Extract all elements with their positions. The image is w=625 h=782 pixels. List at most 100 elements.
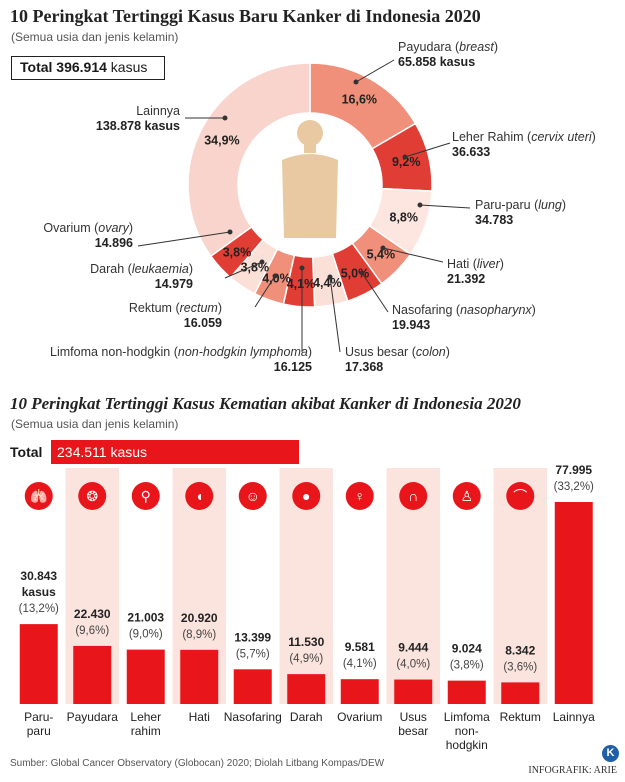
liver-icon-glyph: ◖	[195, 488, 203, 504]
top-title: 10 Peringkat Tertinggi Kasus Baru Kanker…	[10, 6, 481, 26]
bar-pct-label: (9,6%)	[75, 625, 109, 637]
bar-limfoma-non-hodgkin	[447, 680, 486, 704]
bottom-title: 10 Peringkat Tertinggi Kasus Kematian ak…	[10, 394, 521, 413]
bottom-subtitle: (Semua usia dan jenis kelamin)	[11, 417, 179, 431]
donut-pct-label: 8,8%	[390, 210, 419, 224]
donut-slice-lainnya	[187, 62, 311, 258]
bar-category-label: Ovarium	[337, 710, 382, 724]
breast-icon	[78, 482, 107, 510]
nasopharynx-icon-glyph: ☺	[246, 488, 260, 504]
bar-usus-besar	[394, 679, 433, 704]
leader-line	[329, 276, 341, 353]
donut-pct-label: 4,1%	[287, 277, 316, 291]
bar-category-label: Nasofaring	[224, 710, 282, 724]
bar-category-label: Usus	[400, 710, 427, 724]
credit: INFOGRAFIK: ARIE	[528, 765, 617, 776]
bar-leher-rahim	[126, 649, 165, 704]
bar-value-label: 9.444	[398, 641, 428, 655]
blood-icon	[292, 482, 321, 510]
leader-dot	[353, 79, 359, 85]
bar-category-label: Rektum	[500, 710, 541, 724]
bar-category-label: paru	[27, 724, 51, 738]
ovary-icon-glyph: ♀	[355, 488, 366, 504]
label-payudara: Payudara (breast) 65.858 kasus	[398, 40, 499, 69]
bar-ovarium	[340, 679, 379, 704]
bar-value-label: 30.843	[20, 569, 57, 583]
donut-pct-label: 4,0%	[262, 272, 291, 286]
label-hati: Hati (liver) 21.392	[447, 257, 504, 286]
bar-category-label: Paru-	[24, 710, 53, 724]
bar-category-label: besar	[398, 724, 428, 738]
label-leher-rahim: Leher Rahim (cervix uteri) 36.633	[452, 130, 596, 159]
bar-pct-label: (5,7%)	[236, 648, 270, 660]
leader-line	[355, 59, 395, 83]
bar-value-label: 22.430	[74, 607, 111, 621]
leader-line	[224, 261, 263, 279]
label-rektum: Rektum (rectum) 16.059	[128, 301, 222, 330]
bar-value-unit: kasus	[22, 585, 56, 599]
bar-payudara	[73, 645, 112, 704]
top-total-label: Total	[20, 59, 53, 75]
bar-pct-label: (9,0%)	[129, 629, 163, 641]
bar-category-label: Payudara	[67, 710, 119, 724]
bar-paru-paru	[19, 624, 58, 704]
nasopharynx-icon	[238, 482, 267, 510]
label-ovarium: Ovarium (ovary) 14.896	[43, 221, 133, 250]
bar-pct-label: (4,1%)	[343, 658, 377, 670]
bar-category-label: Hati	[189, 710, 210, 724]
donut-pct-label: 4,4%	[313, 276, 342, 290]
kompas-logo: K	[602, 745, 619, 762]
label-limfoma: Limfoma non-hodgkin (non-hodgkin lymphom…	[50, 345, 312, 374]
leader-dot	[227, 229, 233, 235]
bar-pct-label: (3,6%)	[503, 661, 537, 673]
bar-value-label: 77.995	[555, 463, 592, 477]
label-darah: Darah (leukaemia) 14.979	[90, 262, 193, 291]
bar-value-label: 13.399	[234, 630, 271, 644]
bar-value-label: 8.342	[505, 643, 535, 657]
donut-pct-label: 5,4%	[367, 248, 396, 262]
bar-darah	[287, 674, 326, 704]
leader-line	[419, 204, 471, 209]
donut-pct-label: 9,2%	[392, 155, 421, 169]
bar-pct-label: (3,8%)	[450, 660, 484, 672]
leader-line	[404, 142, 451, 158]
leader-line	[137, 231, 231, 247]
lung-icon-glyph: 🫁	[30, 488, 48, 504]
lymphoma-icon-glyph: ♙	[460, 488, 473, 504]
lung-icon	[24, 482, 53, 510]
bar-pct-label: (13,2%)	[19, 603, 59, 615]
leader-dot	[259, 259, 265, 265]
bar-hati	[180, 649, 219, 704]
lymphoma-icon	[452, 482, 481, 510]
donut-chart: 16,6%9,2%8,8%5,4%5,0%4,4%4,1%4,0%3,8%3,8…	[137, 59, 471, 353]
rectum-icon	[506, 482, 535, 510]
bottom-total-label: Total	[10, 444, 43, 460]
top-subtitle: (Semua usia dan jenis kelamin)	[11, 30, 179, 44]
leader-dot	[272, 273, 278, 279]
bar-pct-label: (4,0%)	[396, 659, 430, 671]
donut-pct-label: 34,9%	[204, 133, 239, 147]
bar-value-label: 11.530	[288, 635, 324, 649]
colon-icon	[399, 482, 428, 510]
bar-pct-label: (4,9%)	[289, 653, 323, 665]
rectum-icon-glyph: ⌒	[513, 488, 527, 504]
bar-pct-label: (33,2%)	[554, 481, 594, 493]
leader-dot	[402, 154, 408, 160]
bar-category-label: Limfoma	[444, 710, 490, 724]
leader-dot	[359, 270, 365, 276]
cervix-icon	[131, 482, 160, 510]
ovary-icon	[345, 482, 374, 510]
leader-dot	[327, 274, 333, 280]
label-nasofaring: Nasofaring (nasopharynx) 19.943	[392, 303, 536, 332]
leader-dot	[222, 115, 228, 121]
human-body-icon	[282, 120, 338, 238]
donut-pct-label: 5,0%	[341, 267, 370, 281]
bar-lainnya	[554, 502, 593, 704]
label-usus-besar: Usus besar (colon) 17.368	[345, 345, 450, 374]
leader-dot	[380, 245, 386, 251]
bar-chart: 🫁 ❂ ⚲ ◖ ☺ ● ♀ ∩ ♙ ⌒ 30.843 kasus (13,2%) Paru-paru 22…	[19, 463, 595, 752]
bar-pct-label: (8,9%)	[182, 629, 216, 641]
leader-dot	[417, 202, 423, 208]
leader-line	[361, 272, 389, 313]
cervix-icon-glyph: ⚲	[141, 488, 151, 504]
